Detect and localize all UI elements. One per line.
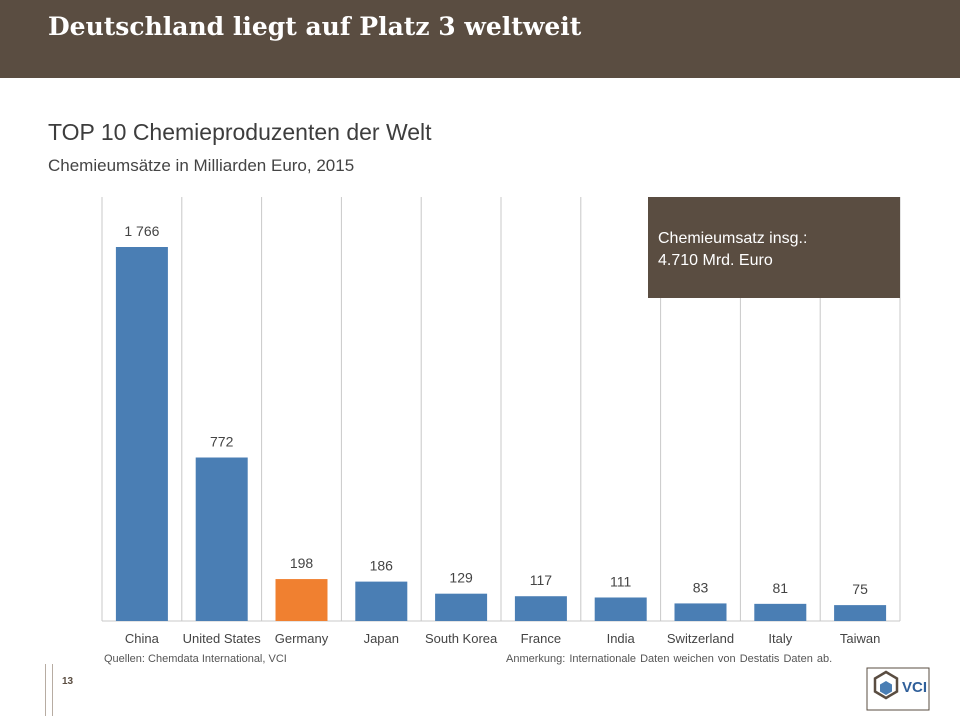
data-label: 111 bbox=[610, 573, 631, 589]
page-number: 13 bbox=[62, 676, 74, 687]
bar-switzerland bbox=[674, 603, 727, 621]
source-note: Quellen: Chemdata International, VCI bbox=[104, 653, 287, 665]
category-label: France bbox=[521, 631, 561, 646]
category-label: Germany bbox=[275, 631, 329, 646]
bar-china bbox=[115, 247, 168, 621]
data-label: 81 bbox=[773, 580, 789, 596]
category-label: Taiwan bbox=[840, 631, 880, 646]
total-callout: Chemieumsatz insg.: 4.710 Mrd. Euro bbox=[648, 197, 900, 298]
data-remark: Anmerkung: Internationale Daten weichen … bbox=[506, 653, 833, 665]
bar-germany bbox=[275, 579, 328, 621]
callout-line-1: Chemieumsatz insg.: bbox=[658, 230, 808, 247]
logo-text: VCI bbox=[902, 679, 927, 696]
chart-subtitle: Chemieumsätze in Milliarden Euro, 2015 bbox=[48, 156, 355, 175]
bar-italy bbox=[754, 603, 807, 621]
callout-line-2: 4.710 Mrd. Euro bbox=[658, 252, 773, 269]
category-label: South Korea bbox=[425, 631, 498, 646]
bar-united-states bbox=[195, 457, 248, 621]
page-marker bbox=[45, 664, 53, 716]
hexagon-icon bbox=[873, 670, 899, 700]
data-label: 129 bbox=[449, 570, 473, 586]
category-label: United States bbox=[183, 631, 262, 646]
data-label: 186 bbox=[370, 558, 394, 574]
data-label: 1 766 bbox=[124, 223, 159, 239]
chart-title: TOP 10 Chemieproduzenten der Welt bbox=[48, 119, 432, 145]
data-label: 117 bbox=[530, 572, 553, 588]
bar-south-korea bbox=[435, 593, 488, 621]
bar-taiwan bbox=[834, 605, 887, 621]
header-bar: Deutschland liegt auf Platz 3 weltweit bbox=[0, 0, 960, 78]
header-title: Deutschland liegt auf Platz 3 weltweit bbox=[48, 12, 582, 41]
bar-india bbox=[594, 597, 647, 621]
category-label: Italy bbox=[768, 631, 792, 646]
category-label: Switzerland bbox=[667, 631, 734, 646]
data-label: 772 bbox=[210, 434, 234, 450]
category-label: India bbox=[607, 631, 636, 646]
data-label: 83 bbox=[693, 579, 709, 595]
data-label: 198 bbox=[290, 555, 314, 571]
bar-japan bbox=[355, 581, 408, 621]
category-label: Japan bbox=[364, 631, 399, 646]
vci-logo: VCI bbox=[866, 667, 930, 711]
data-label: 75 bbox=[852, 581, 868, 597]
category-label: China bbox=[125, 631, 160, 646]
bar-france bbox=[514, 596, 567, 621]
